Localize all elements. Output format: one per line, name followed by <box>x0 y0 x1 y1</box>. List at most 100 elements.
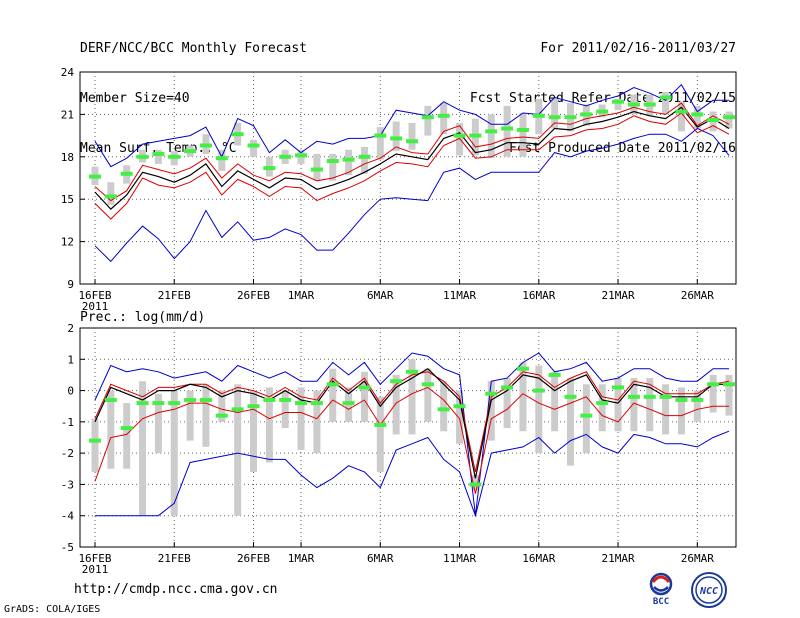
median-marker <box>152 151 165 156</box>
precip-panel-title: Prec.: log(mm/d) <box>80 310 206 325</box>
median-marker <box>564 115 577 120</box>
median-marker <box>421 382 434 387</box>
spread-box <box>614 98 622 111</box>
median-marker <box>469 482 482 487</box>
bcc-logo: BCC <box>649 572 673 606</box>
spread-box <box>725 111 733 129</box>
median-marker <box>104 397 117 402</box>
x-tick-label: 26MAR <box>681 552 714 565</box>
x-tick-label: 21FEB <box>158 289 191 302</box>
median-marker <box>532 113 545 118</box>
median-marker <box>247 404 260 409</box>
spread-box <box>265 387 273 463</box>
median-marker <box>279 397 292 402</box>
median-marker <box>247 143 260 148</box>
spread-box <box>313 390 321 454</box>
spread-box <box>503 378 511 429</box>
y-tick-label: -2 <box>61 447 74 460</box>
spread-box <box>186 390 194 441</box>
spread-box <box>519 112 527 157</box>
median-marker <box>453 404 466 409</box>
median-marker <box>437 113 450 118</box>
median-marker <box>295 153 308 158</box>
median-marker <box>707 382 720 387</box>
median-marker <box>421 115 434 120</box>
median-marker <box>136 154 149 159</box>
median-marker <box>548 372 561 377</box>
median-marker <box>168 401 181 406</box>
spread-box <box>440 103 448 135</box>
plot-frame <box>79 71 737 285</box>
spread-box <box>408 122 416 150</box>
ensemble-mean-line <box>94 367 729 479</box>
median-marker <box>358 385 371 390</box>
median-marker <box>691 397 704 402</box>
max-line <box>94 352 729 516</box>
spread-box <box>503 105 511 157</box>
spread-box <box>487 114 495 159</box>
median-marker <box>231 407 244 412</box>
median-marker <box>295 401 308 406</box>
website-url[interactable]: http://cmdp.ncc.cma.gov.cn <box>74 582 278 597</box>
median-marker <box>453 133 466 138</box>
spread-box <box>456 390 464 444</box>
median-marker <box>659 394 672 399</box>
median-marker <box>199 143 212 148</box>
x-tick-label: 26MAR <box>681 289 714 302</box>
median-marker <box>643 102 656 107</box>
spread-box <box>487 381 495 441</box>
lower-percentile-line <box>94 112 730 220</box>
min-line <box>94 127 730 263</box>
median-marker <box>279 154 292 159</box>
median-marker <box>374 133 387 138</box>
plot-frame <box>79 327 737 548</box>
median-marker <box>532 388 545 393</box>
spread-box <box>598 384 606 432</box>
median-marker <box>358 154 371 159</box>
spread-box <box>709 374 717 413</box>
x-tick-label: 21MAR <box>601 289 634 302</box>
median-marker <box>215 156 228 161</box>
x-tick-label: 26FEB <box>237 552 270 565</box>
x-tick-label: 16FEB <box>78 552 111 565</box>
ncc-logo: NCC <box>691 572 727 608</box>
median-marker <box>596 109 609 114</box>
median-marker <box>691 112 704 117</box>
spread-box <box>329 153 337 181</box>
median-marker <box>675 397 688 402</box>
x-tick-label: 11MAR <box>443 289 476 302</box>
spread-box <box>154 149 162 164</box>
spread-box <box>154 393 162 454</box>
median-marker <box>501 385 514 390</box>
y-tick-label: -1 <box>61 416 74 429</box>
spread-box <box>313 153 321 181</box>
y-tick-label: 18 <box>61 151 74 164</box>
spread-box <box>646 378 654 432</box>
median-marker <box>104 194 117 199</box>
median-marker <box>406 139 418 144</box>
spread-box <box>297 387 305 451</box>
x-tick-label: 16FEB <box>78 289 111 302</box>
median-marker <box>548 115 561 120</box>
median-marker <box>659 95 672 100</box>
grads-credit: GrADS: COLA/IGES <box>4 604 101 615</box>
median-marker <box>326 382 339 387</box>
x-tick-label: 6MAR <box>367 552 394 565</box>
spread-box <box>250 139 257 157</box>
median-marker <box>136 401 149 406</box>
median-marker <box>485 391 498 396</box>
median-marker <box>627 394 640 399</box>
y-tick-label: 0 <box>67 385 74 398</box>
median-marker <box>89 438 101 443</box>
produced-date: Fcst Produced Date 2011/02/16 <box>509 141 736 156</box>
spread-box <box>424 105 432 136</box>
max-line <box>94 83 729 168</box>
median-marker <box>184 397 197 402</box>
median-marker <box>612 385 625 390</box>
spread-box <box>376 127 384 160</box>
forecast-period: For 2011/02/16-2011/03/27 <box>540 41 736 56</box>
median-marker <box>168 154 181 159</box>
member-size: Member Size=40 <box>80 91 190 106</box>
upper-percentile-line <box>94 102 730 202</box>
